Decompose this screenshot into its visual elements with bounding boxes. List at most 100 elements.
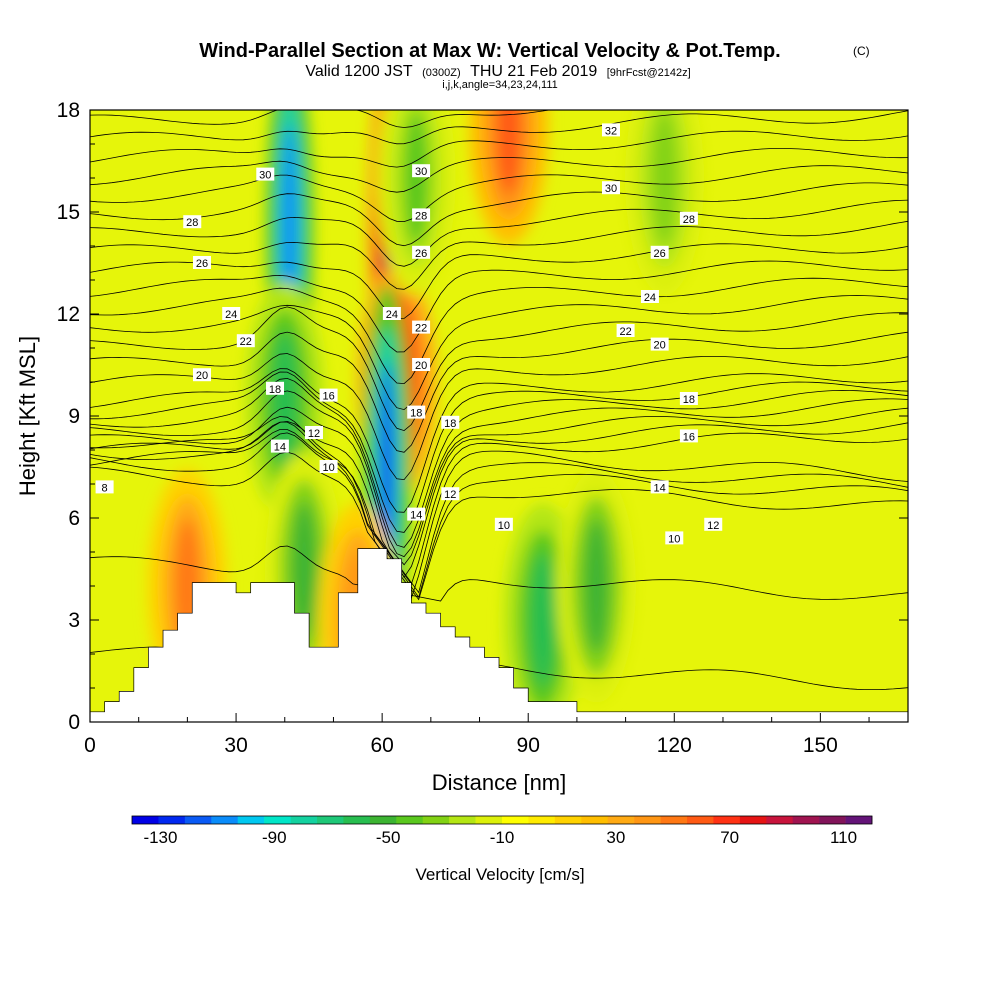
contour-label: 10 (665, 531, 684, 545)
theta-contour (90, 353, 908, 481)
svg-text:28: 28 (186, 217, 198, 229)
contour-label: 28 (679, 211, 698, 226)
x-tick-label: 150 (803, 734, 838, 757)
y-tick-label: 6 (68, 507, 80, 530)
theta-contour (90, 416, 908, 599)
x-tick-label: 120 (657, 734, 692, 757)
theta-contour (90, 406, 908, 566)
theta-contour (90, 260, 908, 353)
colorbar-swatch (211, 816, 239, 824)
svg-text:26: 26 (654, 248, 666, 260)
svg-text:32: 32 (605, 125, 617, 137)
theta-contour (90, 420, 908, 579)
colorbar-swatch (766, 816, 794, 824)
contour-label: 10 (494, 517, 513, 532)
contour-label: 16 (319, 388, 338, 403)
w-feature-core (496, 110, 522, 195)
contour-label: 12 (704, 517, 723, 532)
svg-text:28: 28 (415, 210, 427, 222)
colorbar-frame (131, 815, 873, 825)
contour-label: 28 (183, 215, 202, 229)
contour-label: 22 (412, 320, 431, 335)
svg-text:22: 22 (415, 323, 427, 335)
theta-contour (90, 220, 908, 290)
svg-text:22: 22 (619, 326, 631, 338)
contour-label: 18 (441, 415, 460, 430)
contour-label: 16 (679, 429, 698, 443)
svg-text:12: 12 (308, 428, 320, 440)
svg-text:18: 18 (410, 408, 422, 420)
contour-label: 8 (95, 480, 114, 494)
theta-contour (90, 331, 908, 453)
colorbar-swatch (132, 816, 159, 824)
x-tick-label: 0 (84, 734, 96, 757)
svg-text:18: 18 (444, 418, 456, 430)
svg-text:20: 20 (196, 370, 208, 382)
subtitle-ijk: i,j,k,angle=34,23,24,111 (442, 79, 558, 91)
subtitle-valid: Valid 1200 JST (305, 63, 413, 80)
contour-label: 18 (407, 405, 426, 420)
colorbar-swatch (634, 816, 661, 824)
y-axis: 0 3 6 9 12 15 18 (57, 99, 908, 734)
theta-contour (90, 368, 908, 513)
theta-contour (90, 277, 908, 385)
colorbar-tick-label: -90 (262, 828, 287, 847)
colorbar-swatch (184, 816, 212, 824)
svg-text:8: 8 (102, 482, 108, 494)
svg-text:16: 16 (683, 431, 695, 443)
colorbar-swatch (687, 816, 714, 824)
contour-label: 20 (650, 337, 669, 352)
colorbar-swatch (317, 816, 344, 824)
contour-label: 28 (412, 208, 431, 222)
colorbar-swatch (290, 816, 318, 824)
colorbar-swatch (581, 816, 609, 824)
colorbar-swatch (713, 816, 741, 824)
contour-label: 22 (236, 334, 255, 348)
y-tick-label: 9 (68, 405, 80, 428)
theta-contour (90, 182, 908, 247)
svg-text:18: 18 (683, 394, 695, 406)
svg-text:14: 14 (654, 482, 666, 494)
svg-text:10: 10 (498, 520, 510, 532)
svg-text:22: 22 (240, 336, 252, 348)
y-tick-label: 15 (57, 201, 80, 224)
svg-text:26: 26 (415, 248, 427, 260)
contour-label: 12 (304, 426, 323, 440)
svg-text:10: 10 (668, 533, 680, 545)
svg-text:24: 24 (644, 292, 656, 304)
colorbar-swatch (396, 816, 424, 824)
potential-temperature-contours (90, 110, 908, 691)
y-axis-label: Height [Kft MSL] (15, 336, 40, 496)
svg-text:20: 20 (415, 360, 427, 372)
y-tick-label: 12 (57, 303, 80, 326)
colorbar-swatch (475, 816, 503, 824)
contour-label: 24 (222, 307, 241, 321)
svg-text:14: 14 (274, 442, 286, 454)
w-feature-core (583, 518, 609, 654)
colorbar-swatch (845, 816, 873, 824)
colorbar-tick-label: -50 (376, 828, 401, 847)
plot-area: 8 10 10 10 12 12 12 14 14 14 16 16 18 18 18 18 20 20 20 22 2… (90, 110, 908, 722)
svg-text:26: 26 (196, 258, 208, 270)
contour-label: 26 (412, 245, 431, 260)
svg-text:14: 14 (410, 510, 422, 522)
svg-text:16: 16 (322, 391, 334, 403)
y-tick-label: 18 (57, 99, 80, 122)
theta-contour (90, 429, 908, 585)
contour-label: 12 (441, 487, 460, 501)
theta-contour (90, 377, 908, 548)
contour-label: 24 (640, 290, 659, 304)
colorbar-swatch (607, 816, 635, 824)
terrain (90, 548, 908, 722)
contour-label: 26 (650, 245, 669, 260)
colorbar-swatch (449, 816, 476, 824)
theta-contour (90, 110, 908, 145)
theta-contour (90, 451, 908, 601)
colorbar-swatch (158, 816, 186, 824)
contour-label: 14 (650, 480, 669, 494)
contour-label: 32 (601, 123, 620, 137)
colorbar-swatch (237, 816, 265, 824)
colorbar-swatch (819, 816, 846, 824)
x-axis: 0 30 60 90 120 150 (84, 713, 870, 757)
contour-label: 14 (407, 507, 426, 522)
